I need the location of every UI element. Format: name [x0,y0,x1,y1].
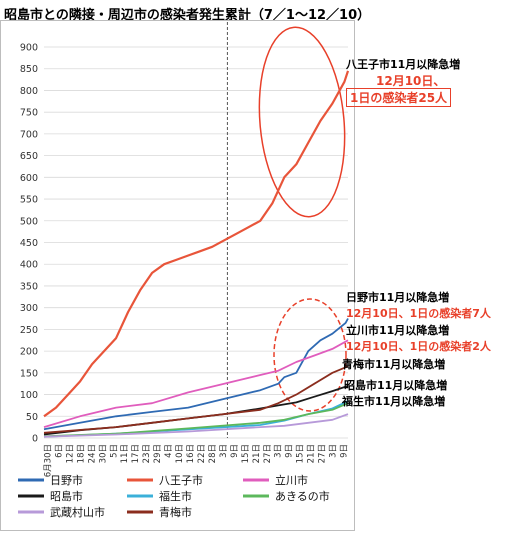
y-tick-label: 650 [20,151,38,162]
x-tick-label: 3日 [329,444,339,458]
y-tick-label: 900 [20,43,38,54]
x-tick-label: 10日 [175,444,185,463]
hino-highlight-ellipse [273,298,347,412]
legend-label-hino: 日野市 [50,473,83,487]
hachioji-highlight-ellipse [258,26,346,218]
x-tick-label: 11日 [120,444,130,463]
y-axis: 0 50 100 150 200 250 300 350 400 450 500 550 600 650 7… [20,43,38,445]
highlight-ellipses [258,26,347,412]
legend-label-tachikawa: 立川市 [275,473,308,487]
y-tick-label: 450 [20,238,38,249]
series-line-hino [43,318,349,431]
y-tick-label: 800 [20,86,38,97]
x-tick-label: 12日 [65,444,75,463]
x-tick-label: 6月30日 [44,444,54,477]
y-tick-label: 700 [20,129,38,140]
series-lines [43,70,350,438]
x-tick-label: 30日 [98,444,108,463]
series-line-akiruno [43,402,349,438]
x-tick-label: 6日 [54,444,64,458]
series-line-ome [43,365,349,434]
x-tick-label: 16日 [186,444,196,463]
chart-frame [0,20,355,531]
x-tick-label: 27日 [263,444,273,463]
akishima-note-heading: 昭島市11月以降急増 [344,379,448,392]
hachioji-note-date: 12月10日、 [376,74,446,88]
x-tick-label: 29日 [153,444,163,463]
tachikawa-note-count: 12月10日、1日の感染者2人 [346,340,491,353]
x-tick-label: 9日 [285,444,295,458]
x-tick-label: 5日 [109,444,119,458]
legend-label-musashimurayama: 武蔵村山市 [50,505,105,519]
y-tick-label: 850 [20,64,38,75]
y-tick-label: 500 [20,216,38,227]
x-tick-label: 15日 [241,444,251,463]
y-tick-label: 150 [20,368,38,379]
series-line-hachioji [43,70,350,418]
y-tick-label: 350 [20,281,38,292]
legend-label-ome: 青梅市 [159,505,192,519]
legend-label-hachioji: 八王子市 [159,473,203,487]
x-tick-label: 18日 [76,444,86,463]
x-tick-label: 3日 [274,444,284,458]
x-tick-label: 24日 [87,444,97,463]
x-tick-label: 9日 [340,444,350,458]
series-line-musashimurayama [43,413,349,438]
series-line-tachikawa [43,339,349,428]
x-tick-label: 21日 [252,444,262,463]
y-tick-label: 750 [20,108,38,119]
y-tick-label: 50 [26,412,38,423]
hino-note-count: 12月10日、1日の感染者7人 [346,307,491,320]
x-tick-label: 9日 [230,444,240,458]
legend-label-akiruno: あきるの市 [275,489,330,503]
x-tick-label: 17日 [131,444,141,463]
grid-lines [44,22,348,439]
x-tick-label: 3日 [219,444,229,458]
fussa-note-heading: 福生市11月以降急増 [342,395,446,408]
y-tick-label: 400 [20,260,38,271]
x-tick-label: 27日 [318,444,328,463]
y-tick-label: 550 [20,195,38,206]
x-tick-label: 4日 [164,444,174,458]
x-tick-label: 15日 [296,444,306,463]
legend-label-fussa: 福生市 [159,489,192,503]
x-tick-label: 21日 [307,444,317,463]
y-tick-label: 0 [32,434,38,445]
chart-title: 昭島市との隣接・周辺市の感染者発生累計（7／1～12／10） [4,8,371,23]
tachikawa-note-heading: 立川市11月以降急増 [346,324,450,337]
x-tick-label: 23日 [142,444,152,463]
legend-label-akishima: 昭島市 [50,489,83,503]
y-tick-label: 250 [20,325,38,336]
y-tick-label: 300 [20,303,38,314]
y-tick-label: 200 [20,347,38,358]
x-axis: 6月30日 6日 12日 18日 24日 30日 5日 11日 17日 23日 29日 4日 10日 16… [44,444,350,477]
x-tick-label: 28日 [208,444,218,463]
y-tick-label: 600 [20,173,38,184]
y-tick-label: 100 [20,390,38,401]
hachioji-note-heading: 八王子市11月以降急増 [346,58,461,71]
ome-note-heading: 青梅市11月以降急増 [342,358,446,371]
hino-note-heading: 日野市11月以降急増 [346,291,450,304]
x-tick-label: 22日 [197,444,207,463]
hachioji-note-count: 1日の感染者25人 [346,88,452,107]
